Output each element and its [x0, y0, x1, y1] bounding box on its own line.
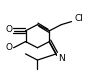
- Text: N: N: [58, 54, 65, 63]
- Text: O: O: [5, 43, 12, 52]
- Text: Cl: Cl: [75, 14, 84, 23]
- Text: O: O: [5, 25, 12, 34]
